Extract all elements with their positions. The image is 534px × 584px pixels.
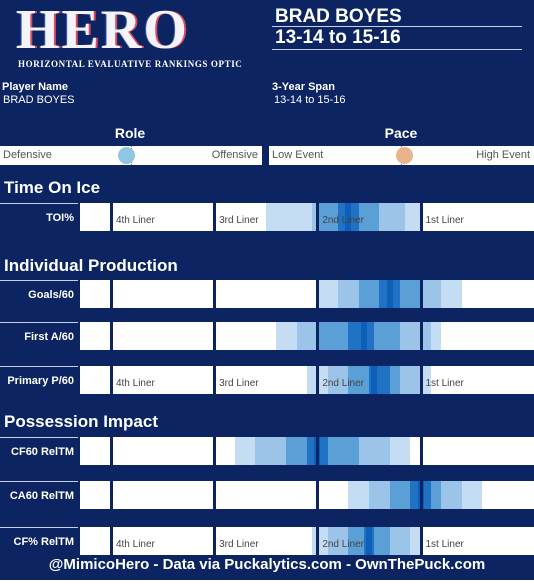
metric-label-text: Primary P/60: [7, 375, 74, 387]
metric-track: [80, 280, 534, 308]
tier-boundary-marker: [316, 481, 320, 509]
median-band: [386, 280, 393, 308]
section-title-possession: Possession Impact: [4, 412, 159, 431]
tier-boundary-marker: [109, 437, 113, 465]
metric-track: [80, 322, 534, 350]
tier-boundary-marker: [213, 437, 217, 465]
pace-title: Pace: [384, 125, 418, 141]
tier-label: 4th Liner: [115, 378, 155, 389]
tier-boundary-marker: [316, 203, 320, 231]
tier-boundary-marker: [316, 322, 320, 350]
player-name-value: BRAD BOYES: [3, 94, 75, 106]
metric-track: 4th Liner 3rd Liner 2nd Liner 1st Liner: [80, 527, 534, 555]
header-divider: [272, 49, 522, 50]
footer-credits: @MimicoHero - Data via Puckalytics.com -…: [48, 556, 486, 573]
tier-boundary-marker: [109, 527, 113, 555]
tier-boundary-marker: [213, 322, 217, 350]
section-title-toi: Time On Ice: [4, 178, 101, 197]
tier-label: 3rd Liner: [219, 378, 259, 389]
tier-label: 2nd Liner: [322, 539, 365, 550]
span-value: 13-14 to 15-16: [274, 94, 346, 106]
median-band: [345, 203, 352, 231]
metric-label-text: CF% RelTM: [13, 536, 75, 548]
role-left-label: Defensive: [3, 149, 52, 161]
median-band: [360, 322, 367, 350]
tier-boundary-marker: [419, 322, 423, 350]
tier-label: 1st Liner: [425, 539, 464, 550]
metric-label: First A/60: [0, 322, 78, 351]
role-marker: [117, 147, 135, 164]
metric-label: TOI%: [0, 203, 78, 232]
tier-label: 4th Liner: [115, 215, 155, 226]
metric-label-text: Goals/60: [28, 289, 74, 301]
median-band: [371, 366, 378, 394]
metric-label-text: CA60 RelTM: [9, 490, 74, 502]
tier-boundary-marker: [213, 203, 217, 231]
tier-boundary-marker: [316, 280, 320, 308]
tier-boundary-marker: [316, 366, 320, 394]
logo-title: HERO: [16, 0, 189, 61]
tier-boundary-marker: [109, 280, 113, 308]
role-scale: Defensive Offensive: [0, 146, 262, 165]
metric-track: 4th Liner 3rd Liner 2nd Liner 1st Liner: [80, 366, 534, 394]
section-title-production: Individual Production: [4, 256, 178, 275]
tier-boundary-marker: [109, 481, 113, 509]
pace-left-label: Low Event: [272, 149, 324, 161]
metric-label-text: First A/60: [24, 331, 74, 343]
metric-label-text: TOI%: [46, 212, 74, 224]
span-label: 3-Year Span: [272, 81, 335, 93]
metric-track: [80, 437, 534, 465]
tier-boundary-marker: [109, 203, 113, 231]
tier-boundary-marker: [316, 437, 320, 465]
metric-label-text: CF60 RelTM: [11, 446, 74, 458]
header-span: 13-14 to 15-16: [275, 27, 401, 48]
pace-right-label: High Event: [476, 149, 530, 161]
tier-boundary-marker: [419, 481, 423, 509]
tier-label: 2nd Liner: [322, 215, 365, 226]
metric-label: CA60 RelTM: [0, 481, 78, 510]
pace-marker: [395, 147, 413, 164]
footer-rule: [0, 580, 534, 584]
role-right-label: Offensive: [211, 149, 258, 161]
header-divider: [272, 26, 522, 27]
tier-boundary-marker: [419, 366, 423, 394]
tier-label: 4th Liner: [115, 539, 155, 550]
tier-label: 3rd Liner: [219, 539, 259, 550]
tier-boundary-marker: [316, 527, 320, 555]
tier-label: 1st Liner: [425, 378, 464, 389]
hero-logo: HERO HORIZONTAL EVALUATIVE RANKINGS OPTI…: [16, 0, 243, 70]
tier-label: 1st Liner: [425, 215, 464, 226]
metric-label: Goals/60: [0, 280, 78, 309]
tier-label: 3rd Liner: [219, 215, 259, 226]
median-band: [365, 527, 372, 555]
tier-boundary-marker: [213, 366, 217, 394]
tier-boundary-marker: [419, 437, 423, 465]
tier-boundary-marker: [213, 527, 217, 555]
tier-boundary-marker: [419, 527, 423, 555]
metric-track: 4th Liner 3rd Liner 2nd Liner 1st Liner: [80, 203, 534, 231]
tier-boundary-marker: [419, 203, 423, 231]
header-player-name: BRAD BOYES: [275, 6, 402, 27]
metric-label: CF% RelTM: [0, 527, 78, 556]
tier-boundary-marker: [419, 280, 423, 308]
tier-boundary-marker: [109, 366, 113, 394]
tier-boundary-marker: [213, 280, 217, 308]
metric-label: Primary P/60: [0, 366, 78, 395]
metric-track: [80, 481, 534, 509]
tier-boundary-marker: [213, 481, 217, 509]
metric-label: CF60 RelTM: [0, 437, 78, 466]
pace-scale: Low Event High Event: [269, 146, 534, 165]
tier-boundary-marker: [109, 322, 113, 350]
player-name-label: Player Name: [2, 81, 69, 93]
tier-label: 2nd Liner: [322, 378, 365, 389]
role-title: Role: [114, 125, 146, 141]
logo-subtitle: HORIZONTAL EVALUATIVE RANKINGS OPTIC: [18, 59, 243, 69]
